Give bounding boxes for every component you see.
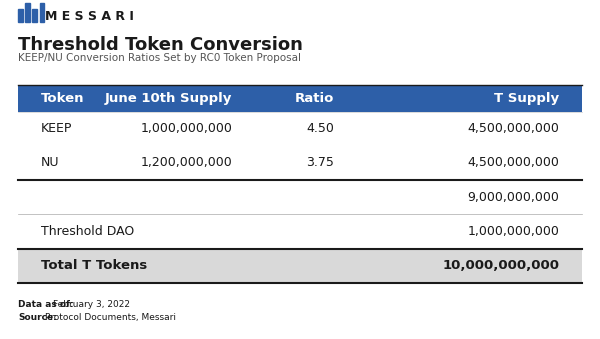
Text: 1,200,000,000: 1,200,000,000 <box>140 157 232 170</box>
Text: Threshold DAO: Threshold DAO <box>41 225 134 238</box>
Text: Ratio: Ratio <box>295 92 334 105</box>
Text: KEEP/NU Conversion Ratios Set by RC0 Token Proposal: KEEP/NU Conversion Ratios Set by RC0 Tok… <box>18 53 301 62</box>
Text: 4.50: 4.50 <box>306 122 334 135</box>
Text: 1,000,000,000: 1,000,000,000 <box>467 225 559 238</box>
Text: T Supply: T Supply <box>494 92 559 105</box>
Text: 1,000,000,000: 1,000,000,000 <box>140 122 232 135</box>
Text: 10,000,000,000: 10,000,000,000 <box>442 259 559 273</box>
Text: Data as of:: Data as of: <box>18 300 74 309</box>
Text: Source:: Source: <box>18 313 57 322</box>
Text: Threshold Token Conversion: Threshold Token Conversion <box>18 36 303 54</box>
Text: Token: Token <box>41 92 84 105</box>
Text: 4,500,000,000: 4,500,000,000 <box>467 122 559 135</box>
Text: 4,500,000,000: 4,500,000,000 <box>467 157 559 170</box>
Text: Total T Tokens: Total T Tokens <box>41 259 147 273</box>
Text: Protocol Documents, Messari: Protocol Documents, Messari <box>45 313 176 322</box>
Text: 9,000,000,000: 9,000,000,000 <box>467 191 559 204</box>
Text: June 10th Supply: June 10th Supply <box>105 92 232 105</box>
Text: M E S S A R I: M E S S A R I <box>45 10 134 23</box>
Text: KEEP: KEEP <box>41 122 72 135</box>
Text: NU: NU <box>41 157 59 170</box>
Text: 3.75: 3.75 <box>306 157 334 170</box>
Text: February 3, 2022: February 3, 2022 <box>53 300 130 309</box>
